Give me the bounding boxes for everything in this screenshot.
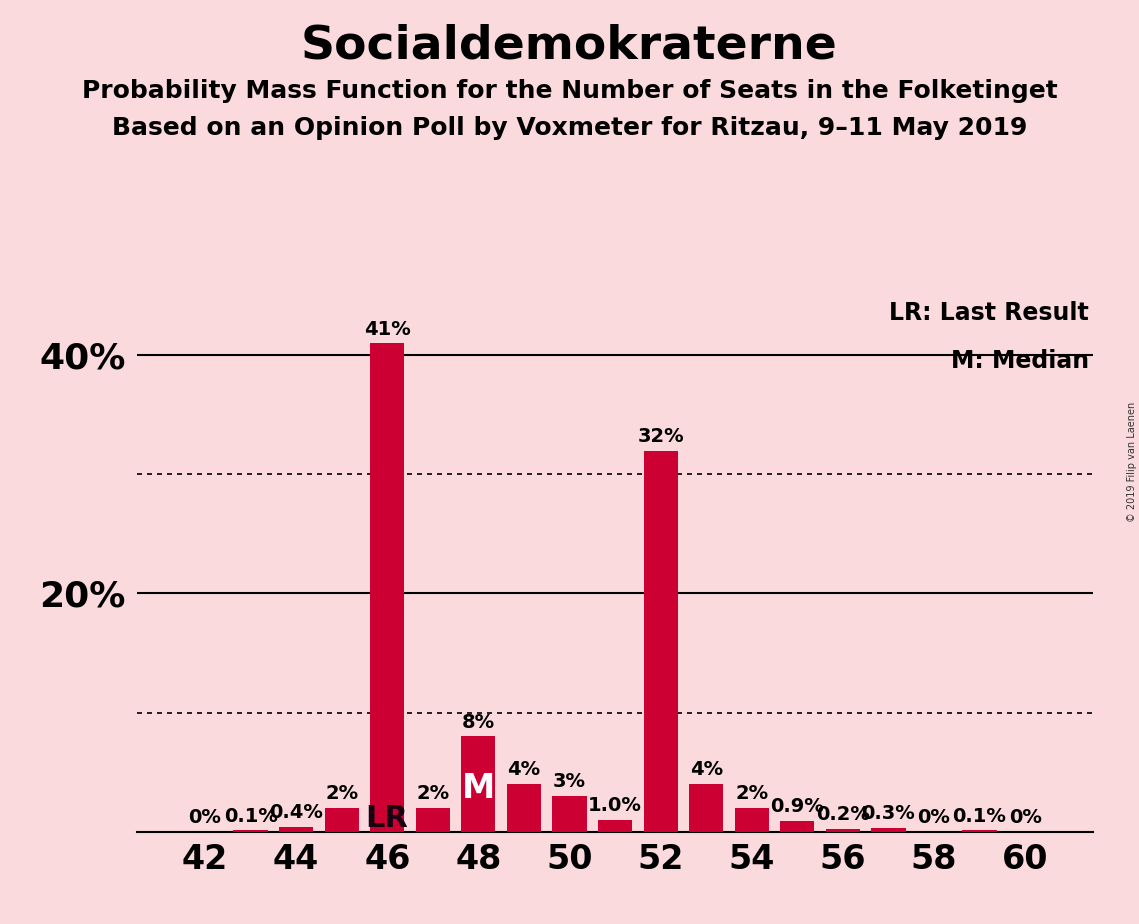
Bar [416,808,450,832]
Text: 4%: 4% [689,760,723,779]
Text: 8%: 8% [461,712,495,732]
Text: Socialdemokraterne: Socialdemokraterne [301,23,838,68]
Text: 41%: 41% [363,320,411,338]
Bar [552,796,587,832]
Bar [325,808,359,832]
Text: 3%: 3% [554,772,585,791]
Text: 32%: 32% [638,427,683,445]
Text: 0%: 0% [918,808,950,827]
Text: Probability Mass Function for the Number of Seats in the Folketinget: Probability Mass Function for the Number… [82,79,1057,103]
Text: Based on an Opinion Poll by Voxmeter for Ritzau, 9–11 May 2019: Based on an Opinion Poll by Voxmeter for… [112,116,1027,140]
Text: 0.1%: 0.1% [223,807,278,826]
Bar [826,829,860,832]
Text: 0.4%: 0.4% [269,803,323,822]
Text: 2%: 2% [416,784,450,803]
Text: 1.0%: 1.0% [588,796,642,815]
Bar [507,784,541,832]
Text: M: Median: M: Median [951,349,1089,373]
Text: M: M [461,772,495,805]
Bar [871,828,906,832]
Text: 2%: 2% [735,784,769,803]
Text: 0.1%: 0.1% [952,807,1007,826]
Text: 0%: 0% [1009,808,1041,827]
Bar [962,831,997,832]
Text: 0.9%: 0.9% [770,797,825,816]
Text: 4%: 4% [507,760,541,779]
Text: 0.3%: 0.3% [861,804,916,823]
Text: LR: Last Result: LR: Last Result [888,301,1089,325]
Text: 2%: 2% [325,784,359,803]
Bar [461,736,495,832]
Bar [644,451,678,832]
Bar [233,831,268,832]
Text: © 2019 Filip van Laenen: © 2019 Filip van Laenen [1126,402,1137,522]
Bar [780,821,814,832]
Bar [689,784,723,832]
Bar [598,820,632,832]
Text: 0%: 0% [189,808,221,827]
Bar [735,808,769,832]
Bar [370,344,404,832]
Bar [279,827,313,832]
Text: 0.2%: 0.2% [816,806,870,824]
Text: LR: LR [364,804,408,833]
